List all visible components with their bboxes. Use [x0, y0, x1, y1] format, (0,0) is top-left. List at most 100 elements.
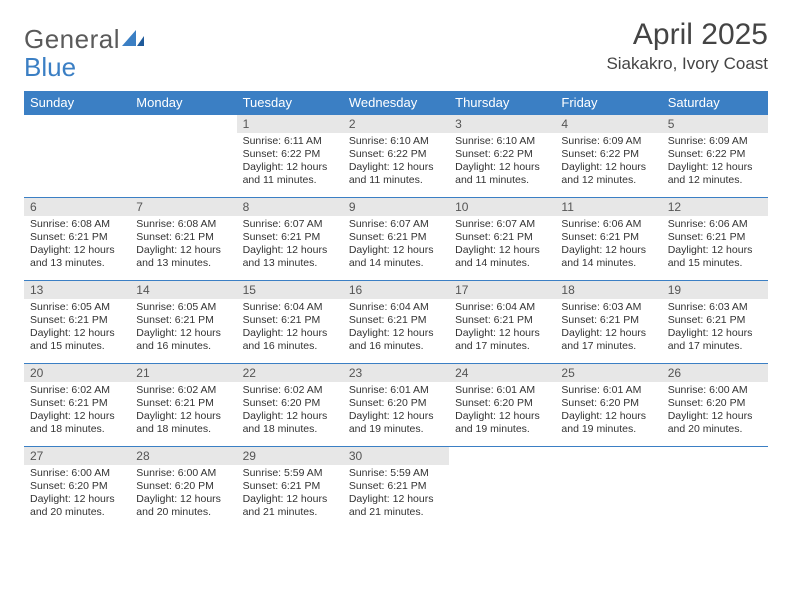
- calendar-day-cell: 11Sunrise: 6:06 AMSunset: 6:21 PMDayligh…: [555, 198, 661, 281]
- calendar-day-cell: [130, 115, 236, 198]
- calendar-day-cell: 24Sunrise: 6:01 AMSunset: 6:20 PMDayligh…: [449, 364, 555, 447]
- day-details: Sunrise: 6:02 AMSunset: 6:21 PMDaylight:…: [24, 382, 130, 441]
- calendar-day-cell: [662, 447, 768, 530]
- day-number: 19: [662, 281, 768, 299]
- day-details: Sunrise: 6:01 AMSunset: 6:20 PMDaylight:…: [555, 382, 661, 441]
- calendar-day-cell: 16Sunrise: 6:04 AMSunset: 6:21 PMDayligh…: [343, 281, 449, 364]
- calendar-day-cell: 19Sunrise: 6:03 AMSunset: 6:21 PMDayligh…: [662, 281, 768, 364]
- calendar-day-cell: 7Sunrise: 6:08 AMSunset: 6:21 PMDaylight…: [130, 198, 236, 281]
- calendar-day-cell: 20Sunrise: 6:02 AMSunset: 6:21 PMDayligh…: [24, 364, 130, 447]
- weekday-header: Friday: [555, 91, 661, 115]
- day-details: Sunrise: 5:59 AMSunset: 6:21 PMDaylight:…: [237, 465, 343, 524]
- day-details: Sunrise: 6:08 AMSunset: 6:21 PMDaylight:…: [130, 216, 236, 275]
- calendar-day-cell: 12Sunrise: 6:06 AMSunset: 6:21 PMDayligh…: [662, 198, 768, 281]
- day-number: 13: [24, 281, 130, 299]
- calendar-day-cell: 3Sunrise: 6:10 AMSunset: 6:22 PMDaylight…: [449, 115, 555, 198]
- day-details: Sunrise: 6:04 AMSunset: 6:21 PMDaylight:…: [237, 299, 343, 358]
- calendar-week-row: 13Sunrise: 6:05 AMSunset: 6:21 PMDayligh…: [24, 281, 768, 364]
- calendar-day-cell: 29Sunrise: 5:59 AMSunset: 6:21 PMDayligh…: [237, 447, 343, 530]
- weekday-header-row: Sunday Monday Tuesday Wednesday Thursday…: [24, 91, 768, 115]
- day-details: Sunrise: 6:10 AMSunset: 6:22 PMDaylight:…: [449, 133, 555, 192]
- day-details: Sunrise: 6:00 AMSunset: 6:20 PMDaylight:…: [24, 465, 130, 524]
- day-number: 30: [343, 447, 449, 465]
- day-number: 7: [130, 198, 236, 216]
- day-number: 22: [237, 364, 343, 382]
- calendar-day-cell: 15Sunrise: 6:04 AMSunset: 6:21 PMDayligh…: [237, 281, 343, 364]
- brand-word-1: General: [24, 24, 120, 55]
- calendar-day-cell: 14Sunrise: 6:05 AMSunset: 6:21 PMDayligh…: [130, 281, 236, 364]
- day-number: 15: [237, 281, 343, 299]
- calendar-day-cell: 23Sunrise: 6:01 AMSunset: 6:20 PMDayligh…: [343, 364, 449, 447]
- calendar-body: 1Sunrise: 6:11 AMSunset: 6:22 PMDaylight…: [24, 115, 768, 530]
- day-details: Sunrise: 6:09 AMSunset: 6:22 PMDaylight:…: [555, 133, 661, 192]
- day-details: Sunrise: 6:05 AMSunset: 6:21 PMDaylight:…: [130, 299, 236, 358]
- day-number: 27: [24, 447, 130, 465]
- day-number: 5: [662, 115, 768, 133]
- calendar-day-cell: 8Sunrise: 6:07 AMSunset: 6:21 PMDaylight…: [237, 198, 343, 281]
- day-details: Sunrise: 6:09 AMSunset: 6:22 PMDaylight:…: [662, 133, 768, 192]
- day-number: 28: [130, 447, 236, 465]
- calendar-day-cell: [24, 115, 130, 198]
- calendar-day-cell: 5Sunrise: 6:09 AMSunset: 6:22 PMDaylight…: [662, 115, 768, 198]
- day-number: 2: [343, 115, 449, 133]
- day-details: Sunrise: 6:02 AMSunset: 6:21 PMDaylight:…: [130, 382, 236, 441]
- day-number: 14: [130, 281, 236, 299]
- weekday-header: Saturday: [662, 91, 768, 115]
- calendar-day-cell: 28Sunrise: 6:00 AMSunset: 6:20 PMDayligh…: [130, 447, 236, 530]
- day-number: 16: [343, 281, 449, 299]
- weekday-header: Wednesday: [343, 91, 449, 115]
- day-details: Sunrise: 6:00 AMSunset: 6:20 PMDaylight:…: [662, 382, 768, 441]
- day-details: Sunrise: 6:11 AMSunset: 6:22 PMDaylight:…: [237, 133, 343, 192]
- calendar-day-cell: 1Sunrise: 6:11 AMSunset: 6:22 PMDaylight…: [237, 115, 343, 198]
- day-number: 25: [555, 364, 661, 382]
- calendar-day-cell: [449, 447, 555, 530]
- sail-icon: [122, 28, 144, 48]
- calendar-day-cell: 10Sunrise: 6:07 AMSunset: 6:21 PMDayligh…: [449, 198, 555, 281]
- weekday-header: Monday: [130, 91, 236, 115]
- weekday-header: Sunday: [24, 91, 130, 115]
- day-details: Sunrise: 6:07 AMSunset: 6:21 PMDaylight:…: [343, 216, 449, 275]
- calendar-day-cell: 9Sunrise: 6:07 AMSunset: 6:21 PMDaylight…: [343, 198, 449, 281]
- calendar-day-cell: 2Sunrise: 6:10 AMSunset: 6:22 PMDaylight…: [343, 115, 449, 198]
- day-details: Sunrise: 6:07 AMSunset: 6:21 PMDaylight:…: [237, 216, 343, 275]
- brand-word-2: Blue: [24, 52, 768, 83]
- day-details: Sunrise: 6:10 AMSunset: 6:22 PMDaylight:…: [343, 133, 449, 192]
- day-details: Sunrise: 6:04 AMSunset: 6:21 PMDaylight:…: [449, 299, 555, 358]
- day-number: 26: [662, 364, 768, 382]
- day-number: 21: [130, 364, 236, 382]
- day-number: 4: [555, 115, 661, 133]
- day-number: 17: [449, 281, 555, 299]
- day-details: Sunrise: 6:01 AMSunset: 6:20 PMDaylight:…: [449, 382, 555, 441]
- calendar-day-cell: 30Sunrise: 5:59 AMSunset: 6:21 PMDayligh…: [343, 447, 449, 530]
- calendar-day-cell: 25Sunrise: 6:01 AMSunset: 6:20 PMDayligh…: [555, 364, 661, 447]
- day-details: Sunrise: 6:08 AMSunset: 6:21 PMDaylight:…: [24, 216, 130, 275]
- day-number: 18: [555, 281, 661, 299]
- day-number: 24: [449, 364, 555, 382]
- calendar-week-row: 1Sunrise: 6:11 AMSunset: 6:22 PMDaylight…: [24, 115, 768, 198]
- weekday-header: Thursday: [449, 91, 555, 115]
- day-number: 1: [237, 115, 343, 133]
- day-number: 20: [24, 364, 130, 382]
- calendar-day-cell: [555, 447, 661, 530]
- day-details: Sunrise: 5:59 AMSunset: 6:21 PMDaylight:…: [343, 465, 449, 524]
- calendar-day-cell: 17Sunrise: 6:04 AMSunset: 6:21 PMDayligh…: [449, 281, 555, 364]
- day-number: 11: [555, 198, 661, 216]
- calendar-day-cell: 18Sunrise: 6:03 AMSunset: 6:21 PMDayligh…: [555, 281, 661, 364]
- calendar-day-cell: 27Sunrise: 6:00 AMSunset: 6:20 PMDayligh…: [24, 447, 130, 530]
- day-number: 8: [237, 198, 343, 216]
- calendar-table: Sunday Monday Tuesday Wednesday Thursday…: [24, 91, 768, 529]
- day-number: 23: [343, 364, 449, 382]
- calendar-day-cell: 26Sunrise: 6:00 AMSunset: 6:20 PMDayligh…: [662, 364, 768, 447]
- calendar-day-cell: 6Sunrise: 6:08 AMSunset: 6:21 PMDaylight…: [24, 198, 130, 281]
- calendar-day-cell: 21Sunrise: 6:02 AMSunset: 6:21 PMDayligh…: [130, 364, 236, 447]
- day-details: Sunrise: 6:00 AMSunset: 6:20 PMDaylight:…: [130, 465, 236, 524]
- day-details: Sunrise: 6:06 AMSunset: 6:21 PMDaylight:…: [662, 216, 768, 275]
- day-details: Sunrise: 6:05 AMSunset: 6:21 PMDaylight:…: [24, 299, 130, 358]
- day-number: 10: [449, 198, 555, 216]
- day-details: Sunrise: 6:01 AMSunset: 6:20 PMDaylight:…: [343, 382, 449, 441]
- day-number: 29: [237, 447, 343, 465]
- calendar-week-row: 20Sunrise: 6:02 AMSunset: 6:21 PMDayligh…: [24, 364, 768, 447]
- calendar-page: General April 2025 Siakakro, Ivory Coast…: [0, 0, 792, 529]
- weekday-header: Tuesday: [237, 91, 343, 115]
- calendar-week-row: 27Sunrise: 6:00 AMSunset: 6:20 PMDayligh…: [24, 447, 768, 530]
